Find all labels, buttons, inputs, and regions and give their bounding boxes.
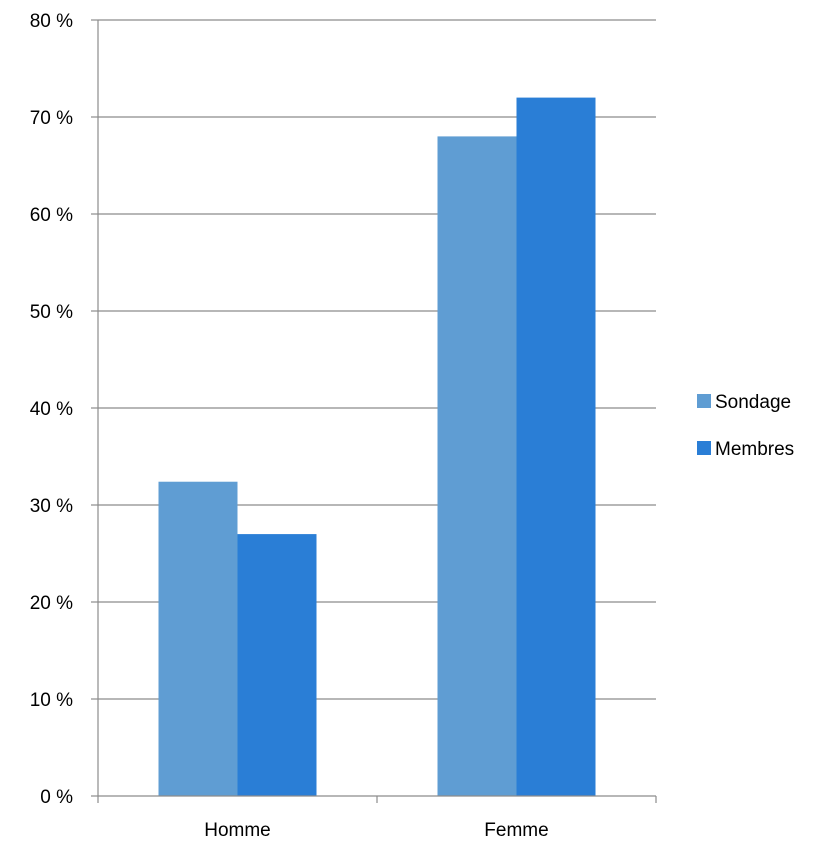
y-tick-label: 10 %: [30, 690, 73, 711]
y-tick-label: 0 %: [40, 787, 73, 808]
y-tick-label: 50 %: [30, 302, 73, 323]
legend-label-sondage: Sondage: [715, 392, 791, 413]
y-tick-label: 20 %: [30, 593, 73, 614]
bar-sondage-homme: [158, 481, 238, 796]
bars: [158, 97, 596, 797]
bar-sondage-femme: [437, 136, 517, 796]
legend-swatch-membres: [697, 441, 711, 455]
x-category-label: Homme: [204, 820, 271, 841]
y-tick-labels: 0 % 10 % 20 % 30 % 40 % 50 % 60 % 70 % 80 %: [30, 11, 73, 808]
y-tick-label: 30 %: [30, 496, 73, 517]
legend-swatch-sondage: [697, 394, 711, 408]
x-category-labels: Homme Femme: [204, 820, 548, 841]
y-tick-label: 60 %: [30, 205, 73, 226]
y-tick-label: 70 %: [30, 108, 73, 129]
bar-membres-femme: [516, 97, 596, 797]
x-category-label: Femme: [484, 820, 548, 841]
y-tick-label: 80 %: [30, 11, 73, 32]
axes: [91, 19, 657, 803]
legend-label-membres: Membres: [715, 439, 794, 460]
y-tick-label: 40 %: [30, 399, 73, 420]
legend: Sondage Membres: [697, 392, 794, 460]
bar-membres-homme: [237, 534, 317, 796]
